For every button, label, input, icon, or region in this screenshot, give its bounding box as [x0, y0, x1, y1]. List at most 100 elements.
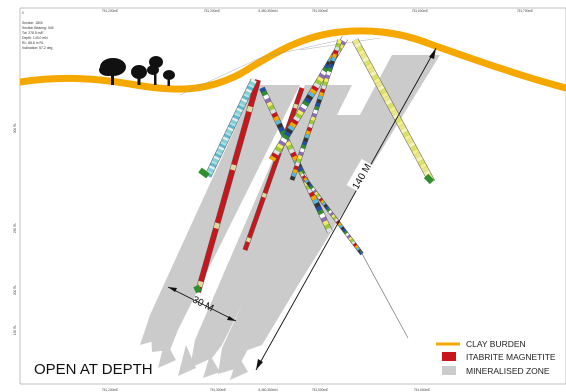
- drill-hole-segment: [290, 111, 296, 118]
- drill-hole-segment: [261, 192, 267, 199]
- drill-hole-segment: [390, 109, 399, 116]
- drill-hole-segment: [322, 81, 328, 87]
- drill-hole-segment: [254, 212, 260, 219]
- drill-hole-segment: [290, 151, 297, 158]
- drill-hole-segment: [353, 242, 357, 247]
- drill-hole-segment: [334, 46, 340, 52]
- drill-hole-segment: [309, 185, 314, 190]
- drill-hole-segment: [307, 187, 314, 194]
- drill-hole-end: [198, 167, 210, 179]
- drill-hole-segment: [314, 105, 320, 111]
- drill-holes: [193, 36, 436, 294]
- drill-hole-segment: [320, 70, 328, 77]
- drill-hole-segment: [288, 148, 295, 154]
- drill-hole-segment: [406, 137, 414, 145]
- drill-hole-segment: [232, 114, 240, 120]
- drill-hole-segment: [254, 79, 261, 86]
- drill-hole-segment: [292, 155, 299, 162]
- drill-hole-segment: [306, 126, 312, 132]
- drill-hole-segment: [206, 248, 213, 256]
- drill-hole-segment: [284, 131, 291, 138]
- drill-hole-segment: [317, 195, 322, 200]
- drill-hole-segment: [250, 78, 257, 84]
- drill-hole-segment: [310, 194, 317, 201]
- drill-hole-segment: [253, 216, 259, 223]
- drill-hole-segment: [211, 160, 218, 166]
- drill-hole-segment: [300, 103, 308, 110]
- drill-hole-segment: [316, 98, 322, 104]
- left-tick: 250 RL: [13, 223, 17, 234]
- drill-hole-segment: [261, 90, 268, 97]
- drill-hole-segment: [379, 88, 387, 95]
- drill-hole-segment: [292, 103, 299, 109]
- drill-hole-segment: [367, 66, 375, 74]
- drill-hole-segment: [282, 134, 290, 141]
- drill-hole-segment: [288, 115, 294, 122]
- drill-hole-segment: [215, 150, 223, 156]
- drill-hole-segment: [235, 109, 242, 115]
- drill-hole-segment: [375, 81, 383, 88]
- drill-hole-segment: [371, 74, 379, 81]
- drill-hole-segment: [229, 121, 237, 127]
- drill-hole-segment: [242, 95, 249, 101]
- drill-hole-segment: [332, 216, 337, 221]
- section-info-line: Section Bearing: 045: [22, 26, 54, 30]
- drill-hole-segment: [360, 52, 368, 60]
- drill-hole-segment: [247, 83, 255, 89]
- drill-hole-segment: [223, 133, 231, 139]
- drill-hole-segment: [295, 95, 302, 101]
- drill-hole-segment: [352, 38, 360, 45]
- drill-hole-segment: [244, 90, 251, 96]
- drill-hole-segment: [327, 67, 333, 73]
- drill-hole-segment: [217, 145, 225, 151]
- top-tick: 751,200mE: [102, 9, 118, 13]
- drill-hole-segment: [225, 129, 233, 135]
- drill-hole-segment: [365, 63, 374, 70]
- drill-hole-segment: [315, 102, 321, 108]
- open-at-depth-label: OPEN AT DEPTH: [34, 361, 153, 378]
- drill-hole-segment: [363, 59, 372, 67]
- drill-hole-segment: [210, 233, 217, 240]
- drill-hole-segment: [309, 191, 316, 198]
- legend: CLAY BURDEN ITABRITE MAGNETITE MINERALIS…: [436, 339, 556, 376]
- drill-hole-segment: [264, 184, 270, 190]
- drill-hole-segment: [385, 98, 393, 106]
- top-tick: 751,300mE: [204, 9, 220, 13]
- drill-hole-segment: [340, 36, 348, 43]
- drill-hole-segment: [246, 85, 254, 91]
- drill-hole-segment: [306, 181, 311, 186]
- drill-hole-segment: [369, 70, 377, 77]
- drill-hole-segment: [289, 121, 297, 128]
- top-tick: 751,600mE: [412, 9, 428, 13]
- drill-hole-segment: [305, 179, 309, 184]
- drill-hole-segment: [240, 97, 248, 103]
- drill-hole-segment: [298, 171, 303, 175]
- drill-hole-segment: [326, 227, 333, 234]
- mineralised-zone-spike: [230, 355, 248, 380]
- drill-hole-segment: [239, 132, 246, 139]
- drill-hole-segment: [311, 187, 316, 192]
- drill-hole-segment: [286, 144, 294, 151]
- drill-hole-segment: [333, 49, 339, 55]
- drill-hole-segment: [348, 236, 353, 241]
- section-info-line: Section: 1800: [22, 21, 43, 25]
- drill-hole-segment: [361, 56, 370, 63]
- mineralised-zone-spike: [158, 340, 176, 368]
- drill-hole-segment: [415, 155, 424, 163]
- drill-hole-segment: [275, 119, 282, 126]
- drill-hole-segment: [377, 84, 385, 92]
- drill-hole-segment: [269, 155, 277, 162]
- depth-dimension-line: [255, 47, 437, 371]
- drill-hole-segment: [263, 94, 270, 100]
- top-tick: 751,700mE: [517, 9, 533, 13]
- drill-hole-segment: [228, 124, 235, 130]
- drill-hole-segment: [213, 155, 220, 161]
- drill-hole-segment: [324, 74, 330, 80]
- drill-hole-segment: [329, 212, 334, 216]
- drill-hole-segment: [312, 109, 318, 115]
- drill-hole-segment: [318, 197, 323, 202]
- drill-hole-segment: [278, 140, 286, 147]
- drill-hole-segment: [324, 223, 331, 230]
- drill-hole-segment: [303, 137, 309, 143]
- drill-hole-segment: [198, 275, 205, 283]
